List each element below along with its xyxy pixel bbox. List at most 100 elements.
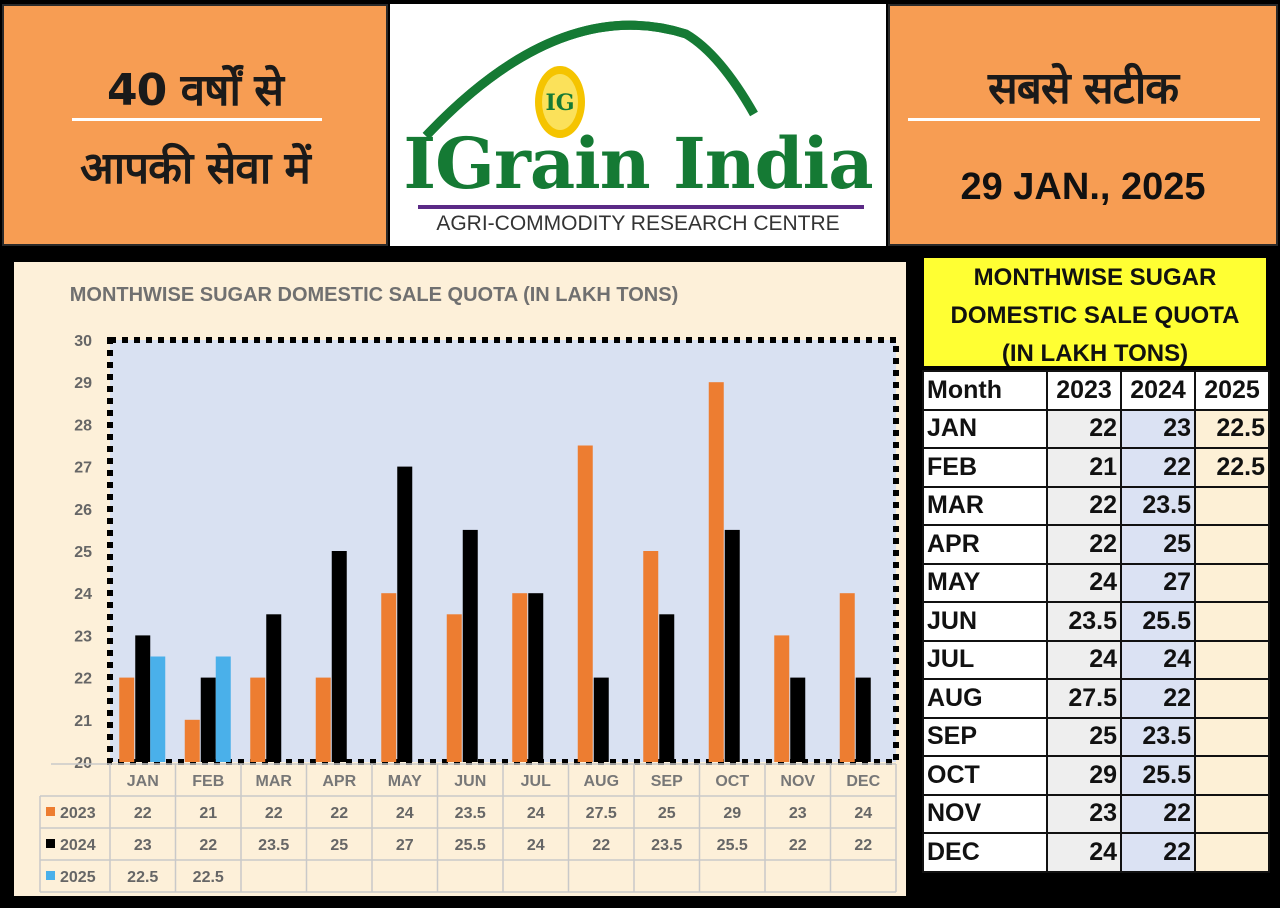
data-label: 22.5 [193,869,224,886]
table-cell: 25.5 [1120,755,1196,796]
table-cell: 23 [1046,793,1122,834]
table-cell: 25 [1120,524,1196,565]
table-cell: 22 [1046,408,1122,449]
x-tick-label: AUG [583,773,619,790]
table-row: FEB 21 22 22.5 [922,447,1270,488]
table-cell: 22 [1120,447,1196,488]
bar-2023-jan [119,677,135,762]
table-cell: 21 [1046,447,1122,488]
table-cell: APR [922,524,1048,565]
header-right-panel: सबसे सटीक 29 JAN., 2025 [888,4,1278,246]
table-cell [1194,639,1270,680]
x-tick-label: MAR [256,773,293,790]
table-title-line: DOMESTIC SALE QUOTA [950,302,1240,329]
table-cell [1194,601,1270,642]
table-cell: 22 [1046,485,1122,526]
data-label: 22.5 [127,869,158,886]
data-label: 22 [789,837,807,854]
logo-arc [422,20,758,140]
data-label: 25.5 [717,837,748,854]
bar-2023-dec [839,593,855,762]
table-row: AUG 27.5 22 [922,678,1270,719]
table-row: JUL 24 24 [922,639,1270,680]
table-cell [1194,716,1270,757]
data-label: 23.5 [455,805,486,822]
table-cell: FEB [922,447,1048,488]
bar-2024-aug [593,677,609,762]
bar-2024-nov [790,677,806,762]
y-tick-label: 26 [74,502,92,519]
data-label: 23.5 [258,837,289,854]
chart-title: MONTHWISE SUGAR DOMESTIC SALE QUOTA (IN … [69,284,679,306]
legend-key-2025 [46,871,55,880]
table-cell: 25.5 [1120,601,1196,642]
bar-2024-sep [659,614,675,762]
y-tick-label: 27 [74,460,92,477]
table-cell [1194,793,1270,834]
data-label: 24 [527,837,545,854]
data-label: 25.5 [455,837,486,854]
brand-subtitle: AGRI-COMMODITY RESEARCH CENTRE [436,212,840,235]
table-cell: JUN [922,601,1048,642]
table-cell: JAN [922,408,1048,449]
bar-2023-oct [708,382,724,762]
legend-label: 2024 [60,837,96,854]
y-tick-label: 25 [74,544,92,561]
table-title: MONTHWISE SUGAR DOMESTIC SALE QUOTA (IN … [922,256,1268,368]
data-label: 27 [396,837,414,854]
data-label: 29 [723,805,741,822]
table-header-cell: Month [922,370,1048,411]
table-row: NOV 23 22 [922,793,1270,834]
data-label: 22 [134,805,152,822]
bar-2023-jul [512,593,528,762]
table-header-row: Month 2023 2024 2025 [922,370,1270,411]
divider [908,118,1260,121]
report-date: 29 JAN., 2025 [960,166,1206,208]
x-tick-label: JAN [127,773,159,790]
chart-panel: MONTHWISE SUGAR DOMESTIC SALE QUOTA (IN … [14,262,906,896]
bar-2024-jan [135,635,151,762]
bar-chart: 2021222324252627282930JAN222322.5FEB2122… [39,333,899,893]
table-cell: 25 [1046,716,1122,757]
data-label: 22 [592,837,610,854]
bar-2024-feb [200,677,216,762]
table-header-cell: 2023 [1046,370,1122,411]
table-row: APR 22 25 [922,524,1270,565]
table-header-cell: 2025 [1194,370,1270,411]
table-header-cell: 2024 [1120,370,1196,411]
y-tick-label: 22 [74,671,92,688]
data-label: 24 [527,805,545,822]
table-cell: 23.5 [1120,716,1196,757]
table-cell: 24 [1046,562,1122,603]
table-cell [1194,562,1270,603]
y-tick-label: 30 [74,333,92,350]
table-cell [1194,832,1270,873]
legend-label: 2023 [60,805,96,822]
table-title-line: (IN LAKH TONS) [1001,340,1189,367]
x-tick-label: NOV [780,773,815,790]
bar-2023-mar [250,677,266,762]
table-row: MAY 24 27 [922,562,1270,603]
table-row: JAN 22 23 22.5 [922,408,1270,449]
table-row: JUN 23.5 25.5 [922,601,1270,642]
data-label: 22 [330,805,348,822]
header-left-panel: 40 वर्षों से आपकी सेवा में [2,4,388,246]
data-label: 21 [199,805,217,822]
legend-label: 2025 [60,869,96,886]
data-label: 22 [199,837,217,854]
bar-2023-aug [577,445,593,762]
bar-2025-jan [150,656,166,762]
table-row: OCT 29 25.5 [922,755,1270,796]
bar-2023-feb [184,719,200,762]
table-title-line: MONTHWISE SUGAR [973,264,1217,291]
data-label: 25 [330,837,348,854]
grain-emblem-icon [535,66,585,138]
table-cell: AUG [922,678,1048,719]
table-cell: 24 [1046,832,1122,873]
bar-2024-dec [855,677,871,762]
bar-2024-may [397,466,413,762]
y-tick-label: 28 [74,417,92,434]
x-tick-label: OCT [715,773,749,790]
y-tick-label: 24 [74,586,92,603]
bar-2024-jun [462,529,478,762]
